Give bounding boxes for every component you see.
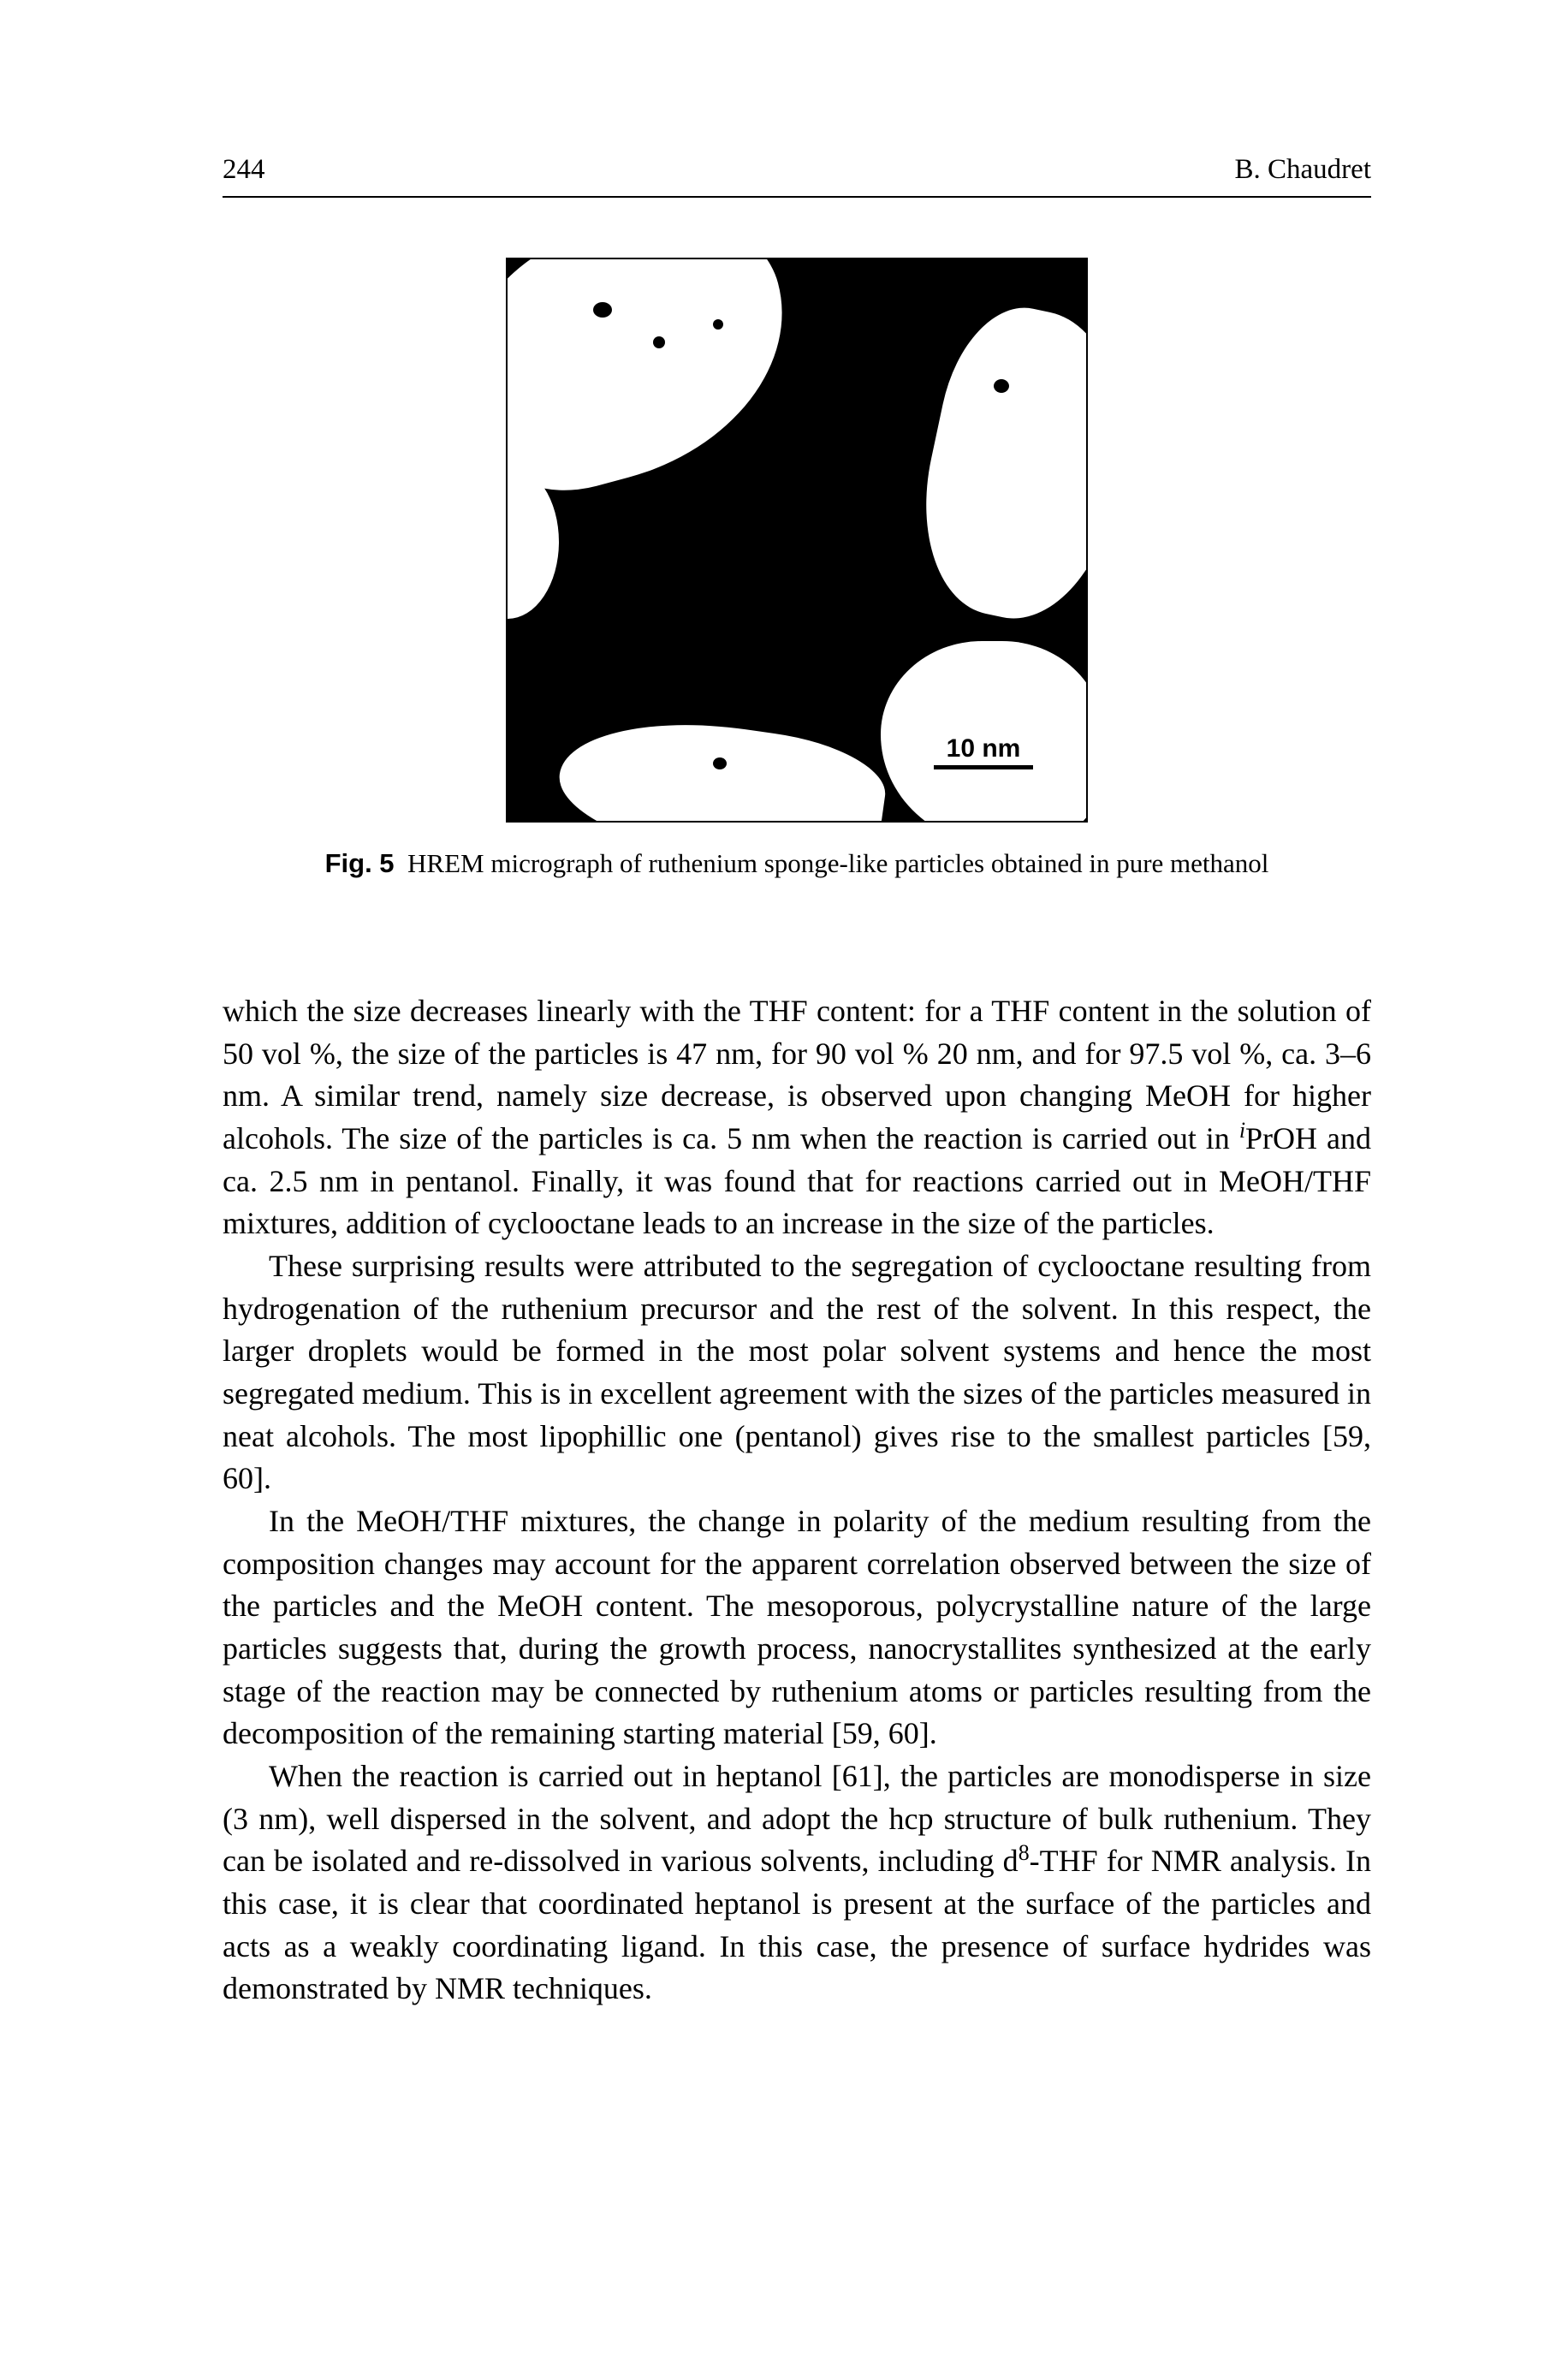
figure-5: 10 nm Fig. 5 HREM micrograph of rutheniu…: [223, 258, 1371, 879]
scalebar-label: 10 nm: [934, 734, 1033, 763]
paragraph-4: When the reaction is carried out in hept…: [223, 1755, 1371, 2011]
paragraph-3: In the MeOH/THF mixtures, the change in …: [223, 1500, 1371, 1755]
figure-caption: Fig. 5 HREM micrograph of ruthenium spon…: [223, 848, 1371, 879]
micrograph-image: 10 nm: [506, 258, 1088, 823]
p1-text-a: which the size decreases linearly with t…: [223, 994, 1371, 1155]
page-header: 244 B. Chaudret: [223, 154, 1371, 198]
body-text: which the size decreases linearly with t…: [223, 990, 1371, 2011]
scalebar-line: [934, 765, 1033, 769]
figure-label: Fig. 5: [325, 848, 395, 878]
figure-caption-text: HREM micrograph of ruthenium sponge-like…: [407, 848, 1268, 878]
p1-iproh: PrOH: [1245, 1121, 1317, 1155]
paragraph-1: which the size decreases linearly with t…: [223, 990, 1371, 1245]
scalebar: 10 nm: [924, 731, 1043, 771]
page-number: 244: [223, 154, 265, 186]
paragraph-2: These surprising results were attributed…: [223, 1245, 1371, 1500]
p4-sup: 8: [1019, 1840, 1030, 1865]
author-name: B. Chaudret: [1235, 154, 1371, 186]
